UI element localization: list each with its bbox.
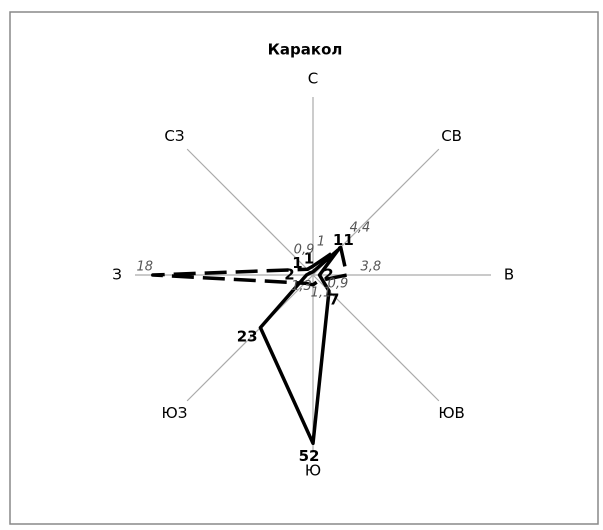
data-label: 1,3 — [291, 279, 312, 294]
data-label: 4,4 — [350, 220, 371, 235]
axis-spoke — [186, 274, 314, 402]
category-label: ЮЗ — [162, 404, 188, 422]
category-label: ЮВ — [438, 404, 464, 422]
data-label: 0,9 — [294, 243, 315, 258]
data-label: 1 — [304, 249, 314, 267]
data-label: 18 — [137, 260, 154, 275]
data-label: 2 — [323, 266, 333, 284]
radar-line — [258, 248, 340, 446]
data-label: 1,1 — [311, 285, 332, 300]
data-label: 52 — [299, 447, 320, 465]
axis-spoke — [312, 274, 440, 402]
data-label: 11 — [333, 231, 354, 249]
axis-spoke — [186, 148, 314, 276]
category-label: СВ — [441, 127, 462, 145]
category-label: СЗ — [164, 127, 184, 145]
category-label: С — [308, 70, 318, 88]
data-label: 1 — [292, 254, 302, 272]
data-label: 0,9 — [328, 276, 349, 291]
category-label: В — [504, 266, 514, 284]
radar-line — [151, 245, 349, 287]
data-label: 23 — [237, 327, 258, 345]
data-label: 1 — [317, 235, 325, 250]
chart-title: Каракол — [268, 41, 343, 59]
data-label: 7 — [329, 291, 339, 309]
category-label: З — [112, 266, 122, 284]
data-label: 3,8 — [360, 260, 381, 275]
data-label: 2 — [284, 266, 294, 284]
category-label: Ю — [305, 462, 321, 480]
